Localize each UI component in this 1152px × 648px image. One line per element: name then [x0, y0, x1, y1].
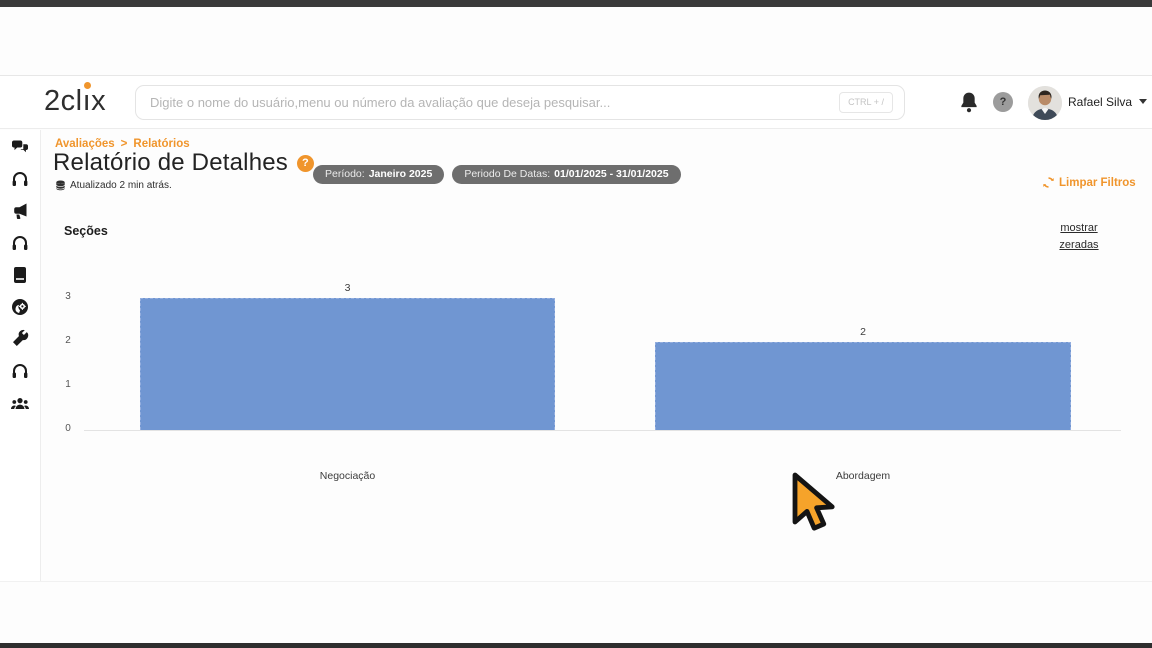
mouse-cursor-icon — [792, 472, 835, 531]
x-axis-line — [84, 430, 1121, 431]
user-menu[interactable]: Rafael Silva — [1068, 95, 1148, 109]
chart-title: Seções — [64, 224, 108, 238]
bar-rect — [140, 298, 555, 430]
breadcrumb: Avaliações > Relatórios — [55, 138, 190, 150]
breadcrumb-avaliacoes[interactable]: Avaliações — [55, 138, 115, 150]
comments-icon — [12, 140, 28, 153]
headset-icon — [12, 172, 28, 186]
headset-icon — [12, 236, 28, 250]
show-zeros-link[interactable]: mostrar zeradas — [1059, 222, 1099, 251]
logo-i: ı — [83, 82, 92, 118]
sidebar-item-announcements[interactable] — [8, 201, 32, 221]
user-gear-icon — [12, 299, 28, 315]
bar-abordagem: 2 — [655, 326, 1071, 430]
sidebar-item-headset-2[interactable] — [8, 233, 32, 253]
clear-filters-label: Limpar Filtros — [1059, 176, 1136, 189]
user-name-label: Rafael Silva — [1068, 95, 1133, 109]
page-title: Relatório de Detalhes? — [53, 149, 315, 177]
sidebar-item-journal[interactable] — [8, 265, 32, 285]
logo-text-post: x — [91, 85, 107, 117]
search-shortcut-badge: CTRL + / — [839, 92, 893, 113]
y-axis-tick: 1 — [65, 379, 71, 390]
logo-text-pre: 2cl — [44, 85, 83, 117]
sidebar-item-tools[interactable] — [8, 329, 32, 349]
wrench-icon — [13, 329, 29, 346]
refresh-icon — [1043, 177, 1054, 188]
period-pill: Período: Janeiro 2025 — [313, 165, 445, 184]
x-axis-label-abordagem: Abordagem — [835, 470, 891, 482]
database-icon — [55, 180, 66, 191]
sidebar-item-headset-1[interactable] — [8, 169, 32, 189]
logo-dot — [83, 82, 91, 89]
help-icon[interactable]: ? — [993, 92, 1013, 112]
sidebar-item-headset-3[interactable] — [8, 361, 32, 381]
megaphone-icon — [14, 203, 27, 220]
book-icon — [14, 267, 26, 283]
avatar[interactable] — [1028, 86, 1062, 120]
bar-value-label: 3 — [344, 282, 351, 294]
breadcrumb-relatorios[interactable]: Relatórios — [133, 138, 190, 150]
clear-filters-button[interactable]: Limpar Filtros — [1042, 176, 1136, 189]
date-range-pill: Periodo De Datas: 01/01/2025 - 31/01/2025 — [452, 165, 681, 184]
bar-value-label: 2 — [860, 326, 866, 338]
y-axis-tick: 0 — [65, 423, 71, 434]
headset-icon — [12, 364, 28, 378]
sidebar-item-chats[interactable] — [8, 137, 32, 157]
title-help-icon[interactable]: ? — [297, 155, 315, 172]
sidebar — [0, 130, 41, 581]
sidebar-item-teams[interactable] — [8, 393, 32, 413]
filter-pills: Período: Janeiro 2025 Periodo De Datas: 01… — [313, 165, 681, 184]
bar-rect — [655, 342, 1071, 430]
recording-top-bar — [0, 0, 1152, 7]
y-axis-tick: 2 — [65, 335, 71, 346]
recording-bottom-bar — [0, 643, 1152, 648]
users-group-icon — [11, 398, 29, 409]
last-updated: Atualizado 2 min atrás. — [55, 180, 172, 191]
notifications-bell-icon[interactable] — [958, 91, 980, 115]
breadcrumb-separator: > — [120, 138, 128, 150]
search-bar: CTRL + / — [135, 85, 905, 120]
last-updated-text: Atualizado 2 min atrás. — [70, 180, 172, 191]
content-bottom-edge — [0, 581, 1152, 582]
bar-negociacao: 3 — [140, 282, 555, 430]
y-axis-tick: 3 — [65, 291, 71, 302]
sidebar-item-agent-settings[interactable] — [8, 297, 32, 317]
x-axis-label-negociacao: Negociação — [319, 470, 376, 482]
logo[interactable]: 2clı x — [44, 82, 107, 118]
chevron-down-icon — [1139, 99, 1148, 104]
search-input[interactable] — [135, 85, 905, 120]
